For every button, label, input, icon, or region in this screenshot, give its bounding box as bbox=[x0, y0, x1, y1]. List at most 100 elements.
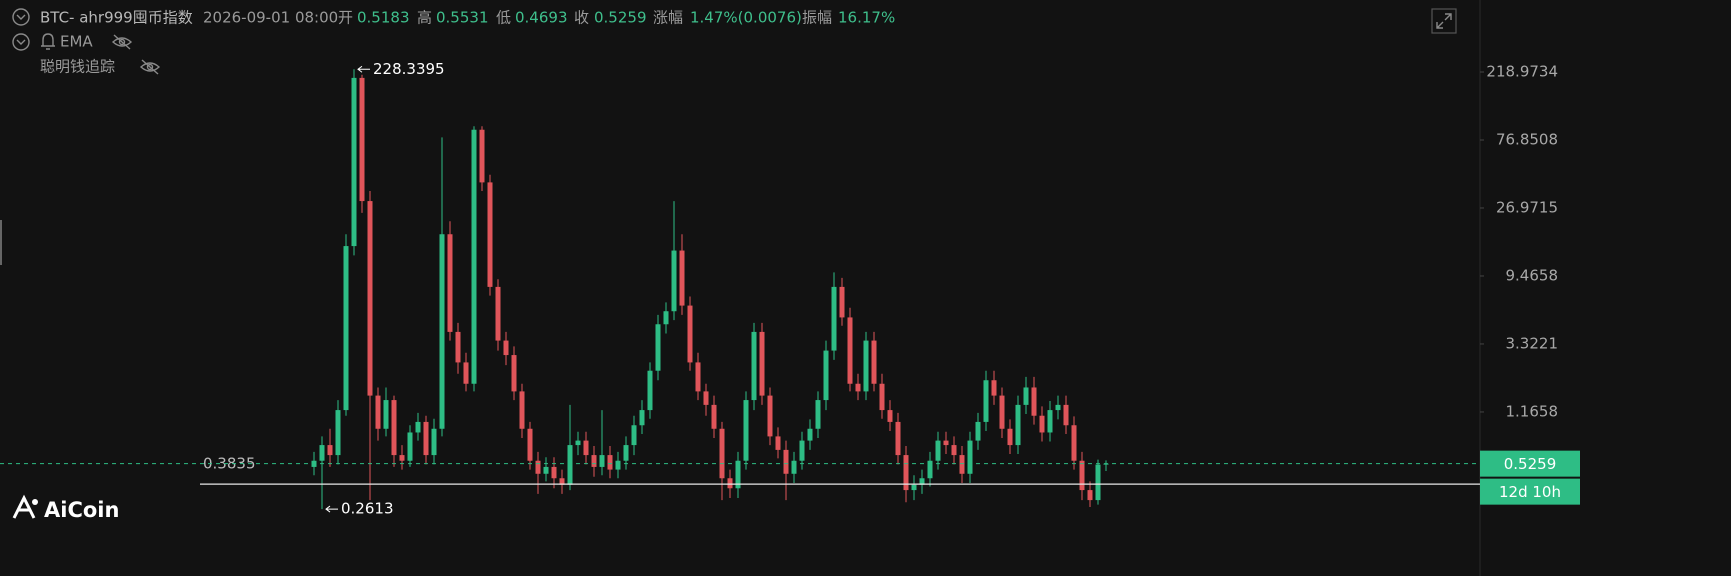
candle-body bbox=[343, 246, 349, 411]
candle-body bbox=[999, 395, 1005, 429]
datetime: 2026-09-01 08:00 bbox=[203, 9, 338, 27]
min-label: 0.2613 bbox=[341, 500, 394, 518]
candle-body bbox=[751, 331, 757, 401]
candle-body bbox=[599, 455, 605, 467]
overlay: 0.3835 0.5259 12d 10h 228.3395 0.2613 bbox=[0, 60, 1580, 518]
candle-body bbox=[767, 395, 773, 437]
candle-body bbox=[615, 460, 621, 470]
y-tick-label: 26.9715 bbox=[1496, 198, 1558, 216]
collapse-icon[interactable] bbox=[12, 8, 30, 26]
y-tick-label: 3.3221 bbox=[1506, 334, 1559, 352]
candles bbox=[311, 69, 1109, 510]
collapse-icon[interactable] bbox=[12, 33, 30, 51]
ohlc-value: 0.5531 bbox=[436, 9, 489, 27]
candle-body bbox=[711, 404, 717, 429]
candle-body bbox=[479, 129, 485, 183]
symbol-title: BTC- ahr999囤币指数 bbox=[40, 9, 193, 27]
candle-body bbox=[319, 445, 325, 461]
candle-body bbox=[807, 428, 813, 441]
candle-body bbox=[583, 440, 589, 456]
candle-body bbox=[863, 340, 869, 392]
amplitude-label: 振幅 bbox=[802, 9, 832, 27]
candle-body bbox=[911, 484, 917, 491]
candle-body bbox=[1095, 464, 1101, 501]
candle-body bbox=[655, 324, 661, 371]
ohlc-value: 0.4693 bbox=[515, 9, 568, 27]
candle-body bbox=[607, 455, 613, 470]
candle-body bbox=[951, 445, 957, 456]
candle-body bbox=[935, 440, 941, 461]
candle-body bbox=[471, 129, 477, 384]
candle-body bbox=[1023, 387, 1029, 405]
candle-body bbox=[799, 440, 805, 461]
candle-body bbox=[559, 478, 565, 485]
candle-body bbox=[535, 460, 541, 474]
y-tick-label: 76.8508 bbox=[1496, 130, 1558, 148]
candle-body bbox=[415, 421, 421, 433]
candle-body bbox=[639, 410, 645, 426]
candle-body bbox=[399, 455, 405, 461]
candle-body bbox=[1079, 460, 1085, 491]
countdown-tag bbox=[1480, 478, 1580, 505]
candle-body bbox=[327, 445, 333, 456]
candle-body bbox=[903, 455, 909, 491]
logo bbox=[12, 494, 38, 519]
candle-body bbox=[687, 305, 693, 363]
candle-body bbox=[743, 400, 749, 461]
indicator-name[interactable]: 聪明钱追踪 bbox=[40, 58, 115, 76]
candle-body bbox=[463, 362, 469, 384]
candle-body bbox=[775, 436, 781, 450]
candle-body bbox=[1015, 404, 1021, 446]
indicator-name[interactable]: EMA bbox=[60, 33, 93, 51]
y-tick-label: 218.9734 bbox=[1486, 63, 1558, 81]
candle-body bbox=[447, 234, 453, 332]
max-label: 228.3395 bbox=[373, 60, 445, 78]
y-tick-label: 9.4658 bbox=[1506, 266, 1559, 284]
candle-body bbox=[839, 286, 845, 318]
maximize-button[interactable] bbox=[1431, 8, 1457, 34]
alert-icon[interactable] bbox=[41, 33, 55, 50]
candle-body bbox=[735, 460, 741, 489]
hide-icon[interactable] bbox=[111, 34, 133, 50]
candle-body bbox=[439, 234, 445, 429]
candle-body bbox=[367, 201, 373, 396]
candle-body bbox=[503, 340, 509, 356]
candle-body bbox=[959, 455, 965, 474]
candle-body bbox=[823, 350, 829, 401]
candle-body bbox=[1007, 428, 1013, 446]
change-label: 涨幅 bbox=[653, 9, 683, 27]
candle-body bbox=[727, 478, 733, 489]
candle-body bbox=[1063, 404, 1069, 426]
candle-body bbox=[1071, 425, 1077, 461]
candle-body bbox=[759, 331, 765, 396]
candle-body bbox=[927, 460, 933, 479]
candle-body bbox=[983, 380, 989, 422]
candle-body bbox=[495, 286, 501, 341]
axis-layer: 218.9734 76.8508 26.9715 9.4658 3.3221 1.1658 bbox=[1480, 63, 1559, 420]
hide-icon[interactable] bbox=[139, 59, 161, 75]
candle-body bbox=[543, 466, 549, 474]
countdown-label: 12d 10h bbox=[1499, 483, 1561, 501]
candle-body bbox=[919, 478, 925, 485]
candle-body bbox=[647, 370, 653, 411]
amplitude-value: 16.17% bbox=[838, 9, 895, 27]
candle-body bbox=[671, 250, 677, 312]
change-value: 1.47%(0.0076) bbox=[690, 9, 802, 27]
level-label: 0.3835 bbox=[203, 455, 256, 473]
candle-body bbox=[631, 425, 637, 446]
candle-body bbox=[511, 355, 517, 392]
candle-body bbox=[1039, 415, 1045, 433]
candle-body bbox=[623, 445, 629, 461]
candle-body bbox=[991, 380, 997, 396]
candle-body bbox=[407, 432, 413, 461]
candle-body bbox=[663, 311, 669, 325]
candle-body bbox=[487, 182, 493, 287]
candle-body bbox=[335, 410, 341, 456]
candle-body bbox=[423, 421, 429, 456]
ohlc-label: 高 bbox=[417, 9, 432, 27]
candle-body bbox=[783, 449, 789, 474]
candle-body bbox=[519, 391, 525, 429]
candle-body bbox=[695, 362, 701, 392]
candle-body bbox=[871, 340, 877, 384]
